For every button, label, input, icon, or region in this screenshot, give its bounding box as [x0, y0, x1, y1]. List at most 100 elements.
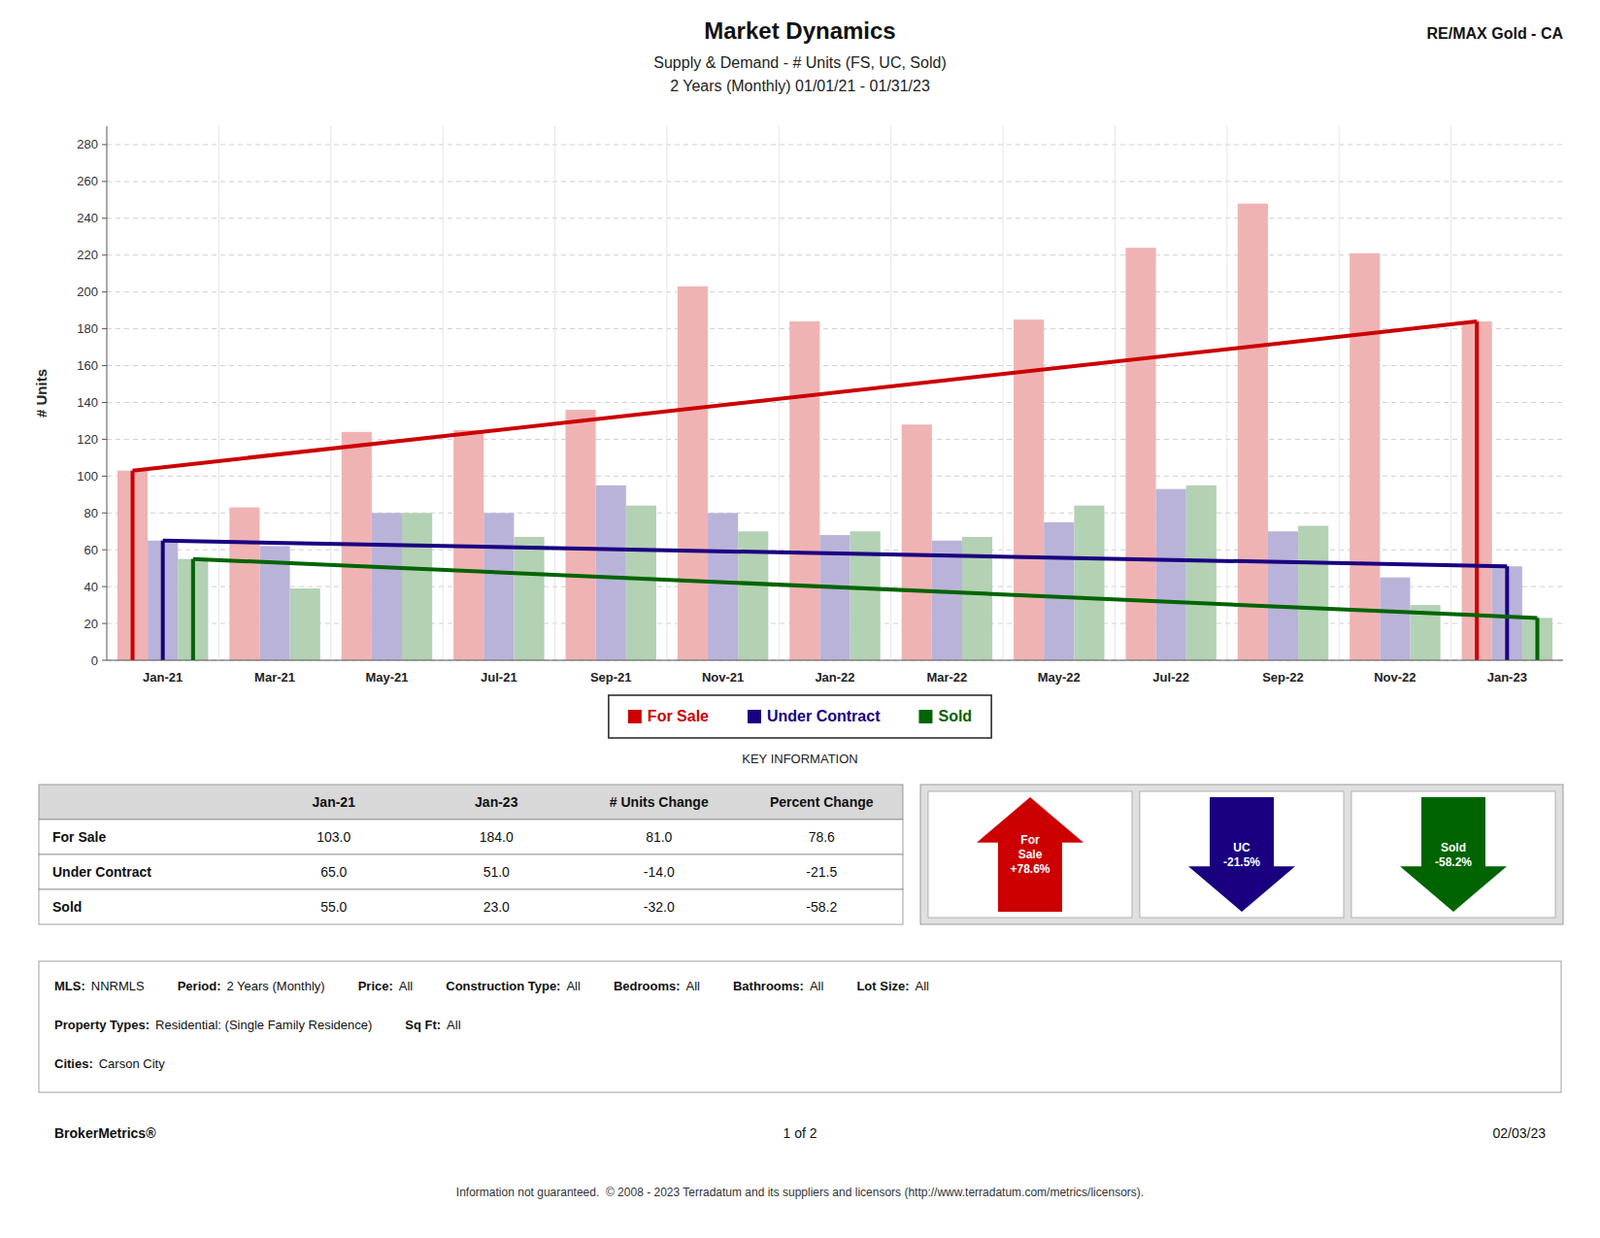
legend-swatch — [918, 709, 933, 724]
y-tick — [101, 365, 107, 367]
info-value: All — [399, 978, 414, 994]
y-tick-label: 260 — [76, 173, 99, 189]
info-label: Period: — [177, 978, 222, 994]
y-tick-label: 160 — [76, 358, 99, 373]
x-tick-label: Jan-23 — [1487, 669, 1528, 685]
trend-line — [193, 559, 1538, 619]
y-tick — [101, 623, 107, 625]
bar — [1462, 321, 1493, 661]
legend-swatch — [747, 709, 762, 724]
table-cell: 51.0 — [483, 864, 510, 880]
x-tick-label: Jan-21 — [142, 669, 183, 685]
y-tick-label: 280 — [76, 136, 99, 152]
y-tick-label: 240 — [76, 210, 99, 226]
arrow-cell — [928, 791, 1133, 918]
y-tick — [101, 549, 107, 551]
footer-center: 1 of 2 — [782, 1125, 817, 1141]
grid-line — [106, 254, 1564, 256]
table-row — [38, 819, 903, 855]
y-axis — [106, 126, 108, 661]
info-value: All — [915, 978, 931, 994]
table-header: Percent Change — [769, 794, 874, 810]
table-row-label: Under Contract — [52, 864, 152, 880]
title: Market Dynamics — [703, 17, 896, 44]
trend-line — [133, 321, 1478, 471]
background — [0, 0, 1600, 1238]
bar — [117, 470, 148, 661]
arrow-label-line: Sale — [1018, 847, 1043, 862]
y-tick — [101, 475, 107, 477]
table: Jan-21Jan-23# Units ChangePercent Change… — [38, 784, 903, 925]
bar — [677, 286, 708, 661]
y-tick — [101, 217, 107, 219]
trend-drop — [161, 540, 166, 661]
x-tick-label: Nov-21 — [701, 669, 744, 685]
x-tick-label: May-22 — [1037, 669, 1081, 685]
legend-swatch — [628, 709, 642, 724]
bar — [1298, 526, 1329, 661]
bar — [229, 507, 260, 661]
grid-line — [106, 401, 1564, 403]
grid: 020406080100120140160180200220240260280 — [76, 126, 1564, 668]
table-cell: -32.0 — [643, 899, 675, 915]
grid-line — [106, 180, 1564, 182]
bar — [596, 485, 627, 661]
y-tick — [101, 512, 107, 514]
footer-right: 02/03/23 — [1493, 1125, 1547, 1141]
grid-line — [106, 475, 1564, 477]
bar — [1379, 577, 1410, 661]
bar — [1186, 485, 1217, 661]
bar — [1073, 505, 1104, 661]
month-divider — [1114, 126, 1116, 661]
table-header: Jan-23 — [474, 794, 519, 810]
info-label: MLS: — [54, 978, 86, 994]
info-value: All — [566, 978, 581, 994]
info-value: Carson City — [99, 1056, 166, 1071]
subtitle: 2 Years (Monthly) 01/01/21 - 01/31/23 — [669, 77, 931, 95]
x-tick-label: Mar-21 — [254, 669, 296, 685]
info-label: Lot Size: — [856, 978, 909, 994]
info-label: Bedrooms: — [613, 978, 681, 994]
bar — [789, 321, 820, 661]
table-row — [38, 854, 903, 890]
table-cell: 78.6 — [808, 829, 835, 845]
arrow-cell — [1351, 791, 1556, 918]
y-tick — [101, 586, 107, 588]
bar — [1492, 566, 1523, 661]
arrow-panel: ForSale+78.6%UC-21.5%Sold-58.2% — [920, 784, 1564, 925]
month-divider — [218, 126, 220, 661]
grid-line — [106, 291, 1564, 293]
legend-box — [608, 695, 992, 738]
bar — [513, 536, 544, 661]
y-axis-label: # Units — [33, 368, 50, 418]
month-divider — [1226, 126, 1228, 661]
arrow-label-line: For — [1020, 833, 1040, 847]
table-row — [38, 784, 903, 820]
arrow — [1400, 797, 1507, 912]
y-tick-label: 60 — [84, 542, 99, 558]
table-cell: -58.2 — [805, 899, 837, 915]
bar — [1237, 203, 1268, 661]
trend-drop — [1504, 566, 1509, 661]
y-tick-label: 140 — [76, 395, 99, 410]
table-row — [38, 889, 903, 925]
bar — [932, 540, 963, 661]
bar — [707, 512, 738, 661]
trend-drop — [1474, 321, 1479, 661]
bar — [401, 512, 433, 661]
bar — [371, 512, 402, 661]
trend-line — [163, 540, 1508, 567]
grid-line — [106, 143, 1564, 145]
subtitle: Supply & Demand - # Units (FS, UC, Sold) — [653, 54, 946, 71]
legend-label: Under Contract — [766, 707, 881, 725]
table-row-label: For Sale — [52, 829, 106, 845]
grid-line — [106, 660, 1564, 662]
bar — [483, 512, 514, 661]
bar — [901, 424, 933, 661]
table-cell: 184.0 — [479, 829, 514, 845]
arrow-label: Sold-58.2% — [1434, 840, 1472, 869]
arrow-label-line: -21.5% — [1223, 855, 1261, 869]
info-label: Property Types: — [54, 1017, 150, 1033]
legend-label: Sold — [937, 707, 972, 725]
arrow-label-line: Sold — [1440, 840, 1467, 855]
